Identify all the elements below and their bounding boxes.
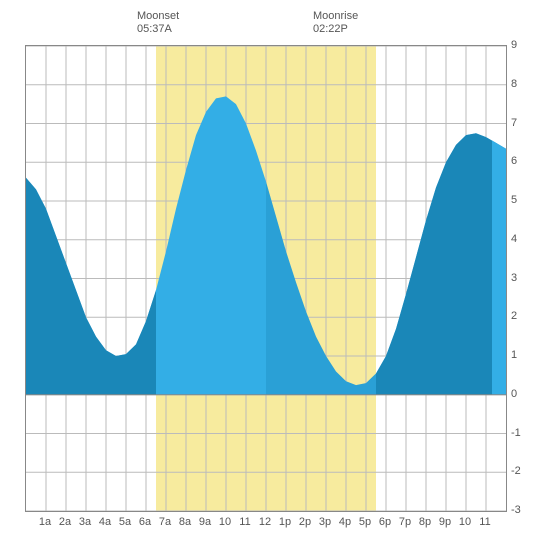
x-tick-label: 12 — [259, 516, 271, 528]
x-tick-label: 7p — [399, 516, 411, 528]
moonset-annotation: Moonset05:37A — [137, 10, 179, 36]
x-tick-label: 2a — [59, 516, 71, 528]
y-tick-label: -2 — [511, 465, 521, 477]
y-tick-label: 7 — [511, 117, 517, 129]
x-tick-label: 3a — [79, 516, 91, 528]
x-tick-label: 11 — [479, 516, 490, 528]
tide-chart: Moonset05:37AMoonrise02:22P -3-2-1012345… — [10, 10, 540, 540]
y-tick-label: 2 — [511, 310, 517, 322]
x-tick-label: 1p — [279, 516, 291, 528]
x-tick-label: 3p — [319, 516, 331, 528]
annotation-title: Moonrise — [313, 10, 358, 23]
y-tick-label: 4 — [511, 233, 517, 245]
y-tick-label: 3 — [511, 272, 517, 284]
x-tick-label: 8a — [179, 516, 191, 528]
y-tick-label: 0 — [511, 388, 517, 400]
x-tick-label: 9p — [439, 516, 451, 528]
annotation-time: 05:37A — [137, 23, 179, 36]
x-tick-label: 5p — [359, 516, 371, 528]
moonrise-annotation: Moonrise02:22P — [313, 10, 358, 36]
x-tick-label: 4p — [339, 516, 351, 528]
x-tick-label: 10 — [459, 516, 471, 528]
x-tick-label: 6a — [139, 516, 151, 528]
x-tick-label: 2p — [299, 516, 311, 528]
x-tick-label: 1a — [39, 516, 51, 528]
x-tick-label: 8p — [419, 516, 431, 528]
y-tick-label: 6 — [511, 155, 517, 167]
x-tick-label: 6p — [379, 516, 391, 528]
y-tick-label: 9 — [511, 39, 517, 51]
x-tick-label: 10 — [219, 516, 231, 528]
annotation-time: 02:22P — [313, 23, 358, 36]
y-tick-label: 5 — [511, 194, 517, 206]
annotation-title: Moonset — [137, 10, 179, 23]
y-tick-label: -1 — [511, 427, 521, 439]
x-tick-label: 9a — [199, 516, 211, 528]
x-tick-label: 5a — [119, 516, 131, 528]
x-tick-label: 11 — [239, 516, 250, 528]
plot-area — [25, 45, 507, 512]
y-tick-label: -3 — [511, 504, 521, 516]
y-tick-label: 1 — [511, 349, 517, 361]
y-tick-label: 8 — [511, 78, 517, 90]
x-tick-label: 4a — [99, 516, 111, 528]
x-tick-label: 7a — [159, 516, 171, 528]
